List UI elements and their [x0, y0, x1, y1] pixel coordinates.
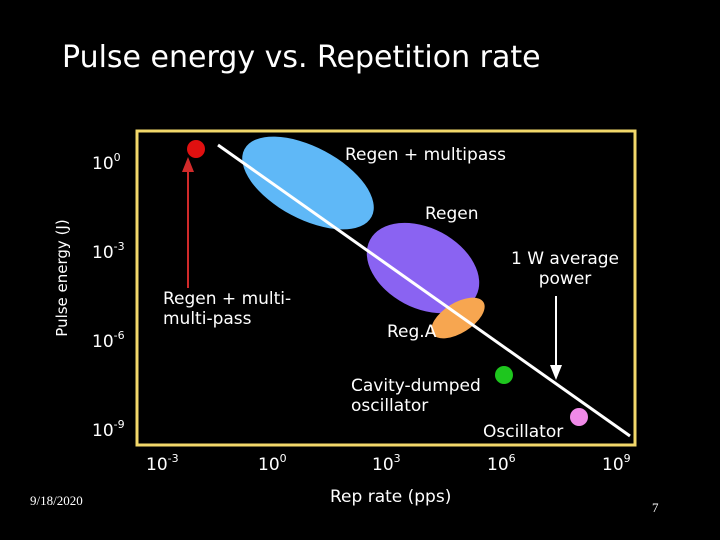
- page-title: Pulse energy vs. Repetition rate: [62, 40, 541, 75]
- regen-multi-multipass-label: Regen + multi-multi-pass: [163, 289, 292, 329]
- one-watt-average-power-line: [217, 143, 631, 438]
- regen-label: Regen: [425, 204, 479, 224]
- rega-label: Reg.A: [387, 322, 437, 342]
- plot-frame: [135, 129, 637, 447]
- rega-region: [431, 297, 485, 339]
- y-tick-label: 10-6: [92, 329, 125, 352]
- red-dot-marker: [187, 140, 205, 158]
- y-tick-label: 10-9: [92, 418, 125, 441]
- regen-multipass-region: [242, 136, 374, 230]
- x-tick-label: 10-3: [146, 452, 179, 475]
- x-tick-label: 109: [602, 452, 631, 475]
- x-axis-label: Rep rate (pps): [330, 487, 452, 507]
- x-tick-label: 106: [487, 452, 516, 475]
- green-dot-marker: [495, 366, 513, 384]
- regen-multi-multipass-arrow-head: [182, 157, 194, 172]
- y-axis-label: Pulse energy (J): [53, 219, 71, 337]
- y-tick-label: 100: [92, 151, 121, 174]
- cavity-dumped-oscillator-label: Cavity-dumped oscillator: [351, 376, 481, 416]
- x-tick-label: 100: [258, 452, 287, 475]
- regen-multipass-label: Regen + multipass: [345, 145, 506, 165]
- one-watt-arrow-head: [550, 365, 562, 380]
- pink-dot-marker: [570, 408, 588, 426]
- regen-region: [366, 222, 480, 314]
- x-tick-label: 103: [372, 452, 401, 475]
- one-watt-average-power-label: 1 W average power: [510, 249, 620, 289]
- page-number: 7: [652, 500, 659, 515]
- oscillator-label: Oscillator: [483, 422, 564, 442]
- y-tick-label: 10-3: [92, 240, 125, 263]
- footer-date: 9/18/2020: [30, 493, 83, 508]
